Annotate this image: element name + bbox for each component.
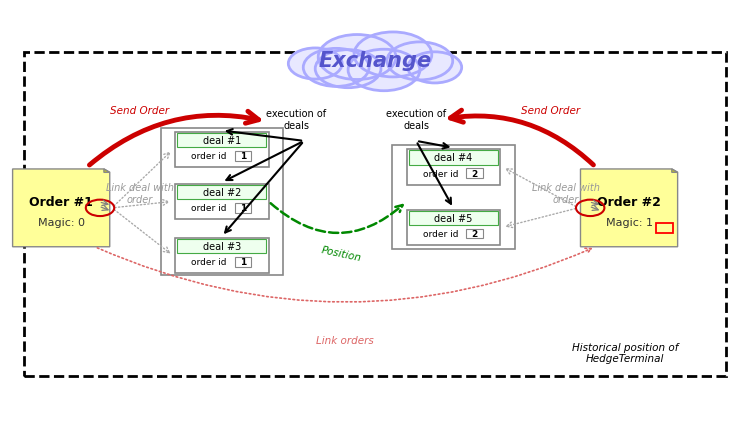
FancyBboxPatch shape: [392, 146, 514, 250]
Text: deal #5: deal #5: [434, 214, 472, 224]
Text: order id: order id: [423, 230, 461, 239]
Text: execution of
deals: execution of deals: [266, 109, 326, 131]
FancyBboxPatch shape: [24, 53, 726, 377]
FancyBboxPatch shape: [235, 204, 251, 213]
Polygon shape: [13, 170, 110, 247]
Text: Historical position of
HedgeTerminal: Historical position of HedgeTerminal: [572, 342, 679, 364]
FancyBboxPatch shape: [406, 210, 500, 246]
FancyBboxPatch shape: [177, 185, 266, 200]
FancyBboxPatch shape: [409, 151, 498, 165]
FancyBboxPatch shape: [175, 238, 268, 273]
Text: 2: 2: [471, 169, 478, 178]
Text: deal #4: deal #4: [434, 153, 472, 163]
Text: deal #2: deal #2: [202, 187, 241, 197]
Text: order id: order id: [191, 258, 230, 266]
FancyBboxPatch shape: [466, 230, 482, 239]
FancyBboxPatch shape: [235, 257, 251, 267]
Circle shape: [303, 49, 369, 87]
Polygon shape: [580, 170, 678, 247]
FancyBboxPatch shape: [177, 134, 266, 148]
FancyBboxPatch shape: [406, 150, 500, 185]
Text: 1: 1: [239, 204, 246, 213]
Text: 1: 1: [239, 152, 246, 161]
FancyArrowPatch shape: [98, 248, 591, 302]
Polygon shape: [672, 170, 678, 173]
FancyBboxPatch shape: [235, 152, 251, 161]
FancyBboxPatch shape: [466, 169, 482, 178]
Circle shape: [318, 36, 396, 80]
Text: Link deal with
order: Link deal with order: [106, 183, 173, 204]
Text: order id: order id: [191, 152, 230, 161]
Polygon shape: [104, 170, 110, 173]
FancyBboxPatch shape: [175, 184, 268, 220]
Text: Order #2: Order #2: [597, 195, 661, 208]
Text: order id: order id: [423, 169, 461, 178]
Text: order id: order id: [191, 204, 230, 213]
FancyBboxPatch shape: [409, 211, 498, 226]
Text: Magic: 1: Magic: 1: [605, 217, 652, 227]
Text: Link deal with
order: Link deal with order: [532, 183, 599, 204]
Circle shape: [315, 50, 381, 89]
Circle shape: [408, 53, 462, 84]
Circle shape: [387, 43, 453, 81]
FancyArrowPatch shape: [271, 204, 403, 233]
Text: 2: 2: [471, 230, 478, 239]
Text: Send Order: Send Order: [521, 106, 580, 116]
Text: deal #3: deal #3: [202, 241, 241, 251]
FancyBboxPatch shape: [160, 128, 283, 275]
Text: execution of
deals: execution of deals: [386, 109, 446, 131]
Text: deal #1: deal #1: [202, 136, 241, 146]
Text: Order #1: Order #1: [29, 195, 93, 208]
Text: Position: Position: [320, 245, 362, 263]
Text: Send Order: Send Order: [110, 106, 170, 116]
Text: Exchange: Exchange: [319, 51, 431, 71]
Text: Magic: 0: Magic: 0: [38, 217, 85, 227]
Circle shape: [288, 49, 342, 80]
Text: 1: 1: [239, 258, 246, 266]
Circle shape: [354, 33, 432, 78]
FancyBboxPatch shape: [175, 132, 268, 168]
Text: Link orders: Link orders: [316, 335, 374, 345]
Circle shape: [348, 50, 420, 92]
FancyBboxPatch shape: [177, 240, 266, 253]
